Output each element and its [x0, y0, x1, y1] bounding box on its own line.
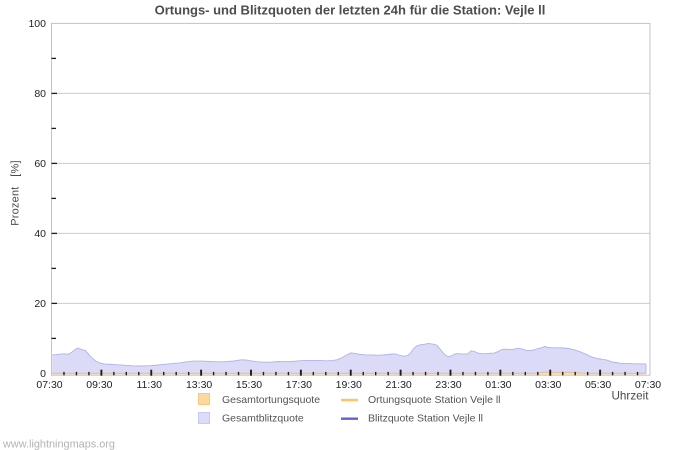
svg-text:17:30: 17:30 [286, 379, 312, 391]
svg-text:100: 100 [28, 18, 46, 30]
svg-text:05:30: 05:30 [585, 379, 611, 391]
svg-text:15:30: 15:30 [236, 379, 262, 391]
svg-text:Prozent [%]: Prozent [%] [10, 160, 22, 226]
svg-text:23:30: 23:30 [435, 379, 461, 391]
svg-text:19:30: 19:30 [336, 379, 362, 391]
svg-text:www.lightningmaps.org: www.lightningmaps.org [2, 438, 115, 450]
svg-text:21:30: 21:30 [385, 379, 411, 391]
svg-text:20: 20 [34, 298, 46, 310]
svg-text:Gesamtblitzquote: Gesamtblitzquote [222, 412, 304, 424]
svg-text:01:30: 01:30 [485, 379, 511, 391]
svg-text:40: 40 [34, 228, 46, 240]
svg-text:03:30: 03:30 [535, 379, 561, 391]
svg-text:0: 0 [40, 368, 46, 380]
svg-text:Gesamtortungsquote: Gesamtortungsquote [222, 394, 320, 406]
svg-text:80: 80 [34, 88, 46, 100]
svg-text:Ortungsquote Station Vejle ll: Ortungsquote Station Vejle ll [368, 394, 501, 406]
svg-text:Blitzquote Station Vejle ll: Blitzquote Station Vejle ll [368, 412, 483, 424]
svg-text:07:30: 07:30 [36, 379, 62, 391]
svg-text:07:30: 07:30 [635, 379, 661, 391]
svg-text:60: 60 [34, 158, 46, 170]
svg-text:11:30: 11:30 [137, 379, 163, 391]
svg-text:09:30: 09:30 [86, 379, 112, 391]
svg-text:Uhrzeit: Uhrzeit [611, 390, 649, 403]
svg-text:13:30: 13:30 [186, 379, 212, 391]
svg-text:Ortungs- und Blitzquoten der l: Ortungs- und Blitzquoten der letzten 24h… [155, 3, 546, 18]
